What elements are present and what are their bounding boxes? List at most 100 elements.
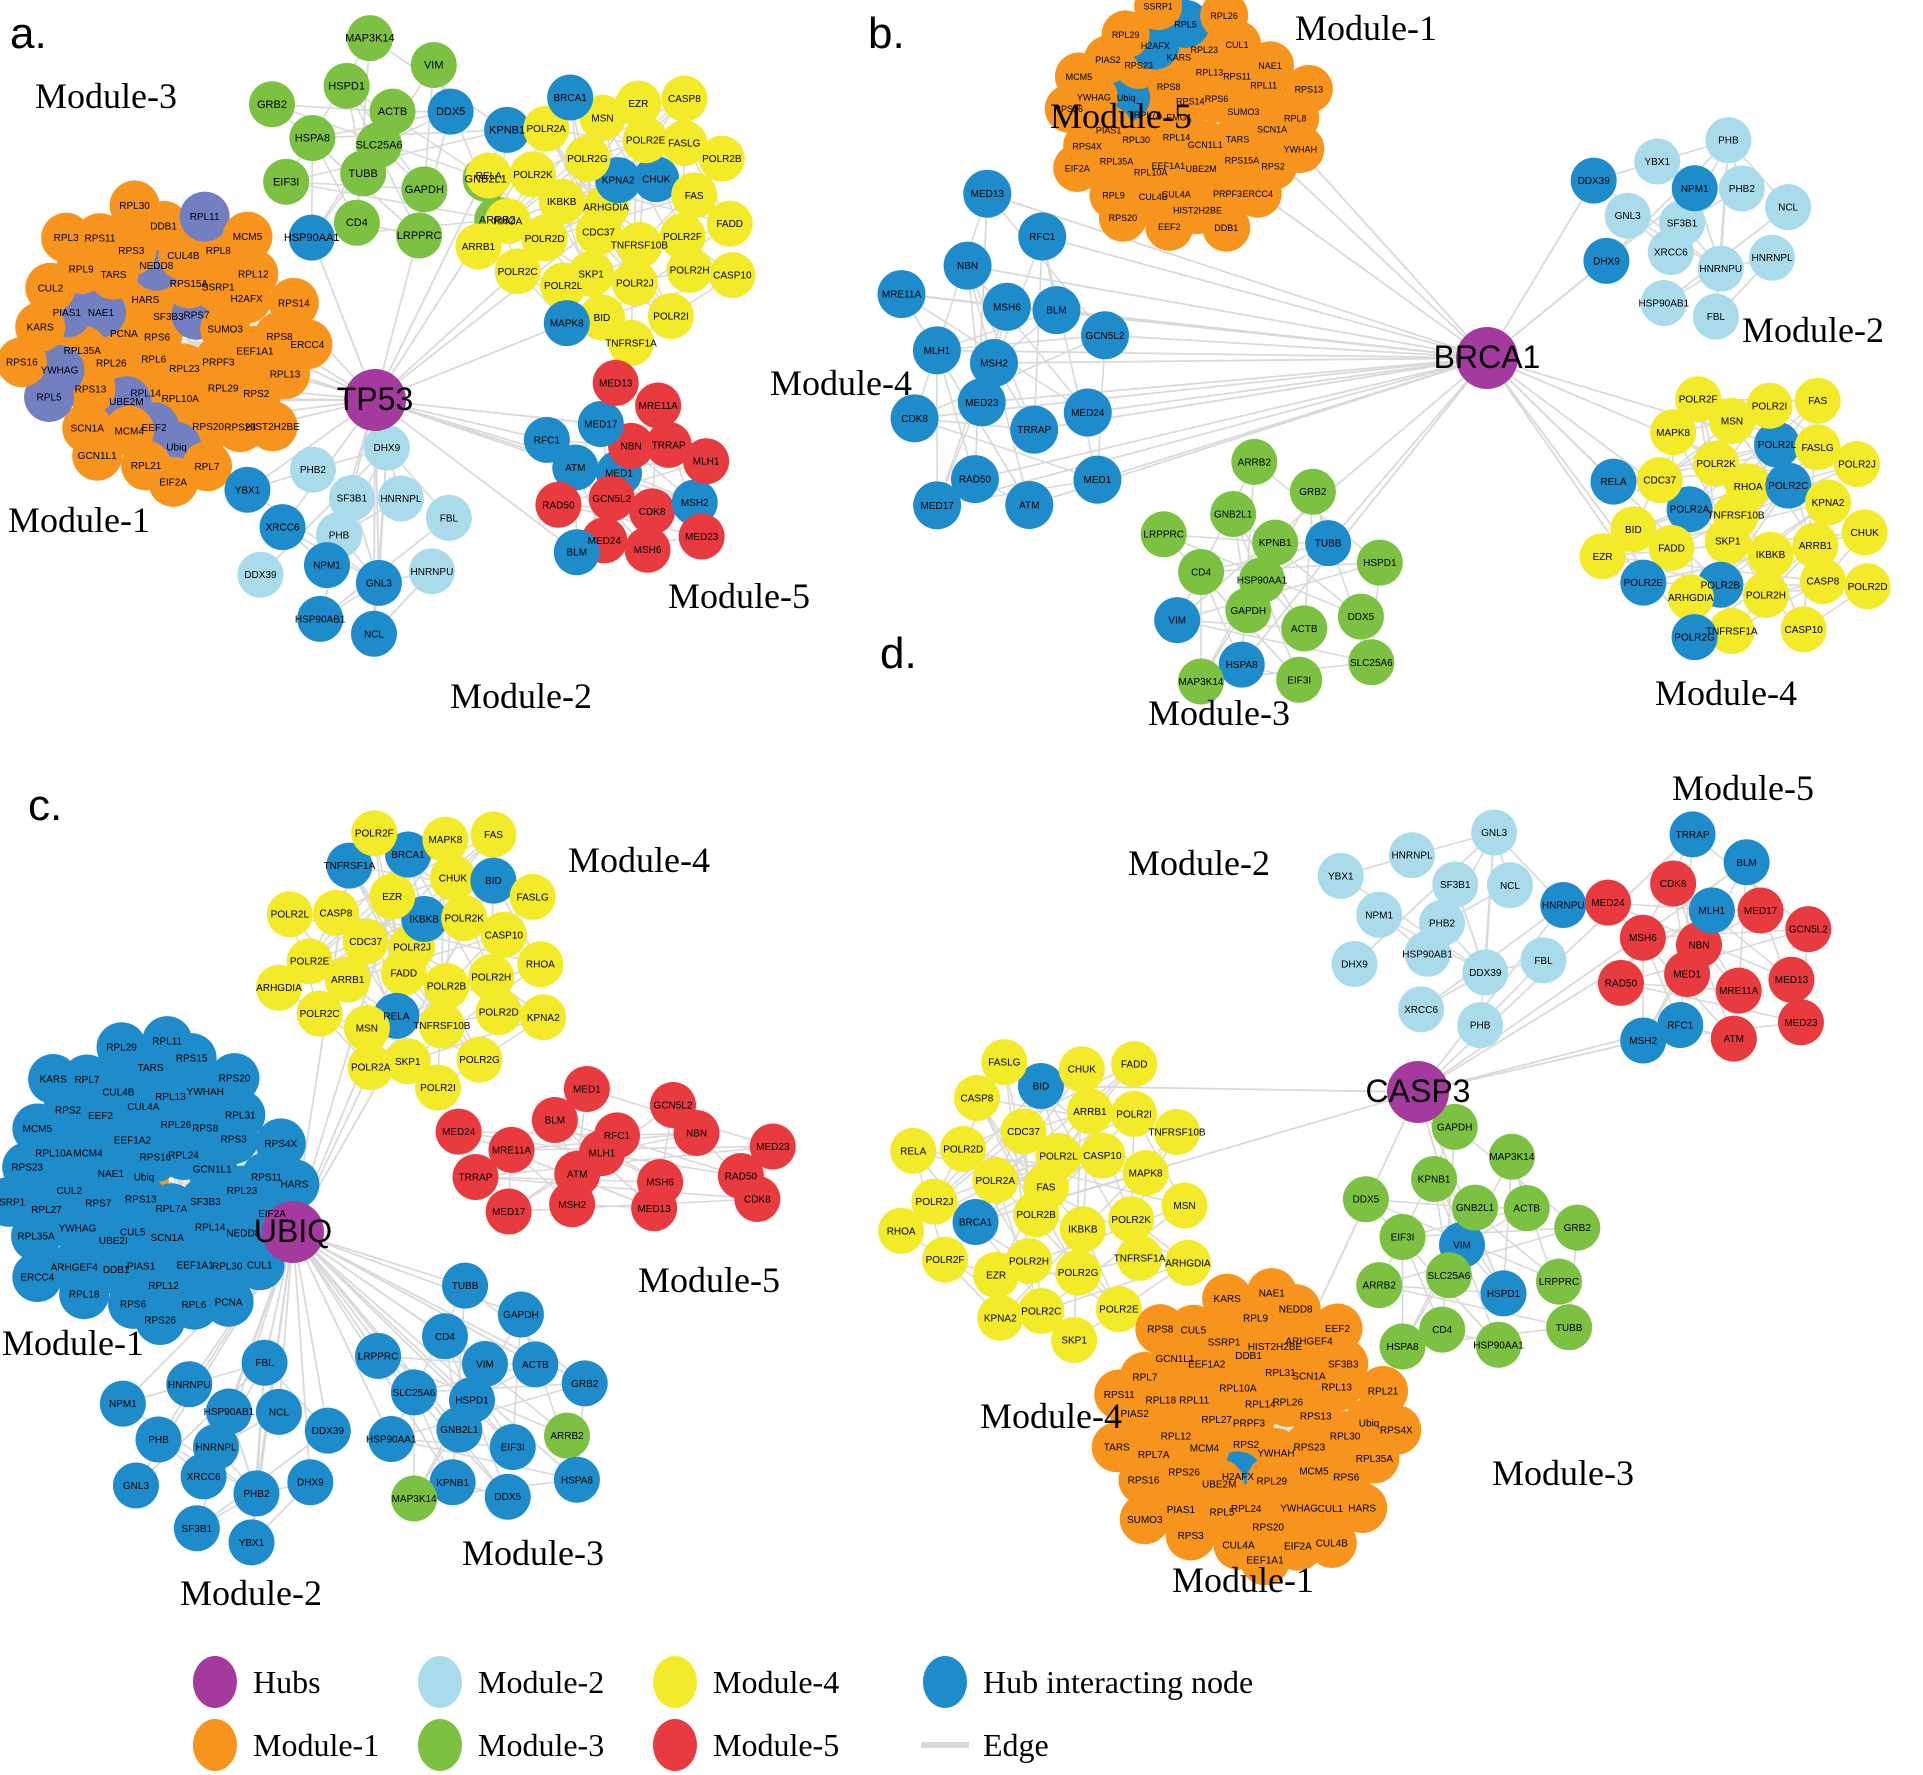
node-DDX5[interactable] [427, 88, 474, 135]
node-HARS[interactable] [269, 1159, 320, 1210]
node-ACTB[interactable] [1281, 605, 1328, 652]
node-POLR2B[interactable] [1013, 1191, 1060, 1238]
node-MSH2[interactable] [970, 339, 1018, 387]
node-GRB2[interactable] [1554, 1204, 1601, 1251]
node-CUL4B[interactable] [1306, 1517, 1357, 1568]
node-POLR2B[interactable] [423, 963, 470, 1010]
node-TNFRSF1A[interactable] [1116, 1234, 1163, 1281]
node-MSH6[interactable] [982, 282, 1031, 331]
node-RPL29[interactable] [1101, 10, 1150, 59]
node-LRPPRC[interactable] [1140, 511, 1187, 558]
node-YBX1[interactable] [1634, 138, 1681, 185]
node-BRCA1[interactable] [952, 1199, 999, 1246]
node-CDK8[interactable] [890, 394, 939, 443]
node-MCM5[interactable] [12, 1103, 63, 1154]
node-HSP90AB1[interactable] [297, 595, 344, 642]
node-FADD[interactable] [1648, 524, 1695, 571]
node-YBX1[interactable] [1317, 852, 1364, 899]
node-RPS16[interactable] [0, 337, 47, 388]
node-KPNB1[interactable] [429, 1459, 476, 1506]
node-MED24[interactable] [1063, 388, 1112, 437]
node-EIF3I[interactable] [263, 158, 310, 205]
node-ACTB[interactable] [512, 1341, 559, 1388]
node-GAPDH[interactable] [1431, 1103, 1478, 1150]
node-RPL29[interactable] [96, 1022, 147, 1073]
node-POLR2E[interactable] [286, 938, 333, 985]
node-TNFRSF10B[interactable] [616, 221, 663, 268]
node-SKP1[interactable] [384, 1038, 431, 1085]
node-CDK8[interactable] [1650, 860, 1697, 907]
node-CASP10[interactable] [1079, 1132, 1126, 1179]
node-NAE1[interactable] [1245, 41, 1294, 90]
node-POLR2K[interactable] [1108, 1196, 1155, 1243]
node-ARHGDIA[interactable] [1667, 574, 1714, 621]
node-POLR2E[interactable] [1620, 559, 1667, 606]
node-FASLG[interactable] [981, 1039, 1028, 1086]
node-HIST2H2BE[interactable] [247, 401, 298, 452]
node-RPS26[interactable] [135, 1294, 186, 1345]
node-KARS[interactable] [28, 1054, 79, 1105]
node-POLR2E[interactable] [1095, 1286, 1142, 1333]
node-CHUK[interactable] [429, 854, 476, 901]
node-MSH6[interactable] [624, 526, 671, 573]
hub-UBIQ[interactable] [262, 1201, 324, 1263]
hub-TP53[interactable] [344, 369, 406, 431]
node-CD4[interactable] [1419, 1306, 1466, 1353]
node-SLC25A6[interactable] [390, 1369, 437, 1416]
node-NCL[interactable] [1765, 184, 1812, 231]
node-BID[interactable] [1610, 506, 1657, 553]
node-ARHGDIA[interactable] [1164, 1239, 1211, 1286]
node-CASP10[interactable] [709, 252, 756, 299]
node-EIF3I[interactable] [1276, 656, 1323, 703]
node-CHUK[interactable] [633, 156, 680, 203]
node-FADD[interactable] [380, 949, 427, 996]
node-POLR2G[interactable] [1055, 1249, 1102, 1296]
node-BLM[interactable] [1032, 286, 1081, 335]
node-POLR2J[interactable] [611, 259, 658, 306]
node-POLR2G[interactable] [564, 135, 611, 182]
node-IKBKB[interactable] [1059, 1206, 1106, 1253]
node-GCN5L2[interactable] [1081, 311, 1130, 360]
node-MAP3K14[interactable] [1177, 658, 1224, 705]
hub-BRCA1[interactable] [1456, 327, 1518, 389]
node-BID[interactable] [1017, 1062, 1064, 1109]
node-TNFRSF1A[interactable] [1708, 607, 1755, 654]
node-PHB2[interactable] [289, 446, 336, 493]
node-GRB2[interactable] [248, 81, 295, 128]
node-ARRB2[interactable] [544, 1412, 591, 1459]
node-POLR2I[interactable] [414, 1064, 461, 1111]
node-TNFRSF1A[interactable] [326, 842, 373, 889]
node-ARRB2[interactable] [1231, 438, 1278, 485]
node-RPS20[interactable] [209, 1053, 260, 1104]
node-MSH6[interactable] [1619, 914, 1666, 961]
node-ACTB[interactable] [369, 88, 416, 135]
node-BID[interactable] [470, 857, 517, 904]
node-RPL11[interactable] [179, 191, 230, 242]
hub-CASP3[interactable] [1387, 1061, 1449, 1123]
node-NCL[interactable] [350, 610, 397, 657]
node-CDC37[interactable] [342, 918, 389, 965]
node-CDC37[interactable] [1000, 1108, 1047, 1155]
node-PHB[interactable] [1457, 1002, 1504, 1049]
node-HSP90AB1[interactable] [1640, 280, 1687, 327]
node-GNB2L1[interactable] [1452, 1184, 1499, 1231]
node-ARRB1[interactable] [1066, 1088, 1113, 1135]
node-MAPK8[interactable] [1650, 409, 1697, 456]
node-LRPPRC[interactable] [355, 1332, 402, 1379]
node-HSPA8[interactable] [553, 1456, 600, 1503]
node-POLR2F[interactable] [1675, 376, 1722, 423]
node-CD4[interactable] [333, 199, 380, 246]
node-CASP10[interactable] [480, 911, 527, 958]
node-ARRB1[interactable] [1792, 522, 1839, 569]
node-MED23[interactable] [957, 378, 1006, 427]
node-CHUK[interactable] [1841, 509, 1888, 556]
node-CUL2[interactable] [25, 262, 76, 313]
node-FAS[interactable] [671, 172, 718, 219]
node-RFC1[interactable] [1018, 212, 1067, 261]
node-HSP90AB1[interactable] [1404, 930, 1451, 977]
node-SF3B1[interactable] [1432, 861, 1479, 908]
node-CD4[interactable] [421, 1313, 468, 1360]
node-DDX39[interactable] [1462, 949, 1509, 996]
node-DDX5[interactable] [1342, 1176, 1389, 1223]
node-VIM[interactable] [461, 1340, 508, 1387]
